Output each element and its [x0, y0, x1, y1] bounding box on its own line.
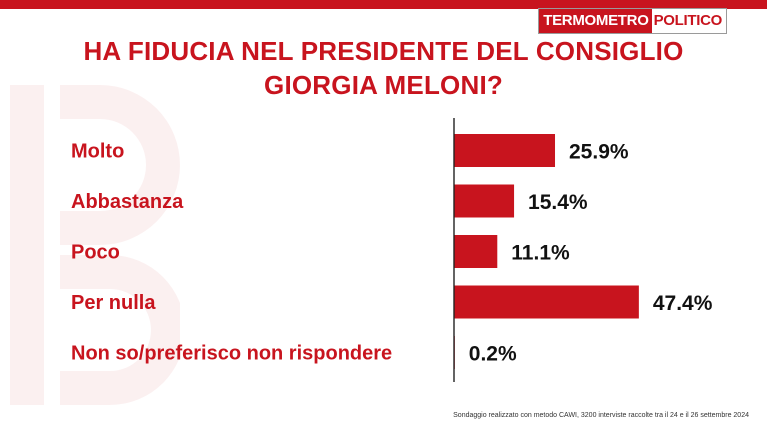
termometro-politico-logo: TERMOMETRO POLITICO	[538, 8, 727, 34]
title-line-2: GIORGIA MELONI?	[264, 70, 503, 100]
bar	[454, 184, 515, 218]
category-label: Per nulla	[71, 292, 156, 314]
category-label: Molto	[71, 141, 124, 163]
value-label: 0.2%	[469, 343, 517, 366]
top-accent-bar	[0, 0, 767, 9]
category-label: Non so/preferisco non rispondere	[71, 343, 392, 365]
survey-footnote: Sondaggio realizzato con metodo CAWI, 32…	[453, 412, 749, 419]
title-line-1: HA FIDUCIA NEL PRESIDENTE DEL CONSIGLIO	[83, 36, 684, 66]
value-label: 47.4%	[653, 292, 713, 315]
bar	[454, 134, 556, 167]
value-label: 11.1%	[511, 242, 570, 265]
bar	[454, 235, 498, 268]
category-label: Abbastanza	[71, 191, 184, 213]
background-watermark	[10, 85, 180, 405]
value-label: 25.9%	[569, 141, 629, 164]
logo-part-termometro: TERMOMETRO	[539, 9, 652, 33]
logo-part-politico: POLITICO	[651, 9, 726, 33]
bar	[454, 285, 639, 319]
chart-title: HA FIDUCIA NEL PRESIDENTE DEL CONSIGLIO …	[0, 34, 767, 102]
value-label: 15.4%	[528, 191, 588, 214]
category-label: Poco	[71, 242, 120, 264]
